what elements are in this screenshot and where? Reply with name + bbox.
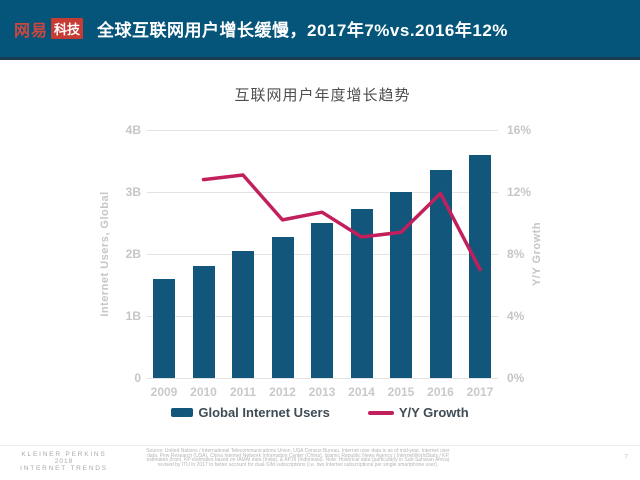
- gridline: [147, 377, 498, 379]
- bar-2013: [311, 223, 333, 378]
- article-title: 全球互联网用户增长缓慢，2017年7%vs.2016年12%: [97, 21, 508, 40]
- x-label-2012: 2012: [269, 385, 296, 399]
- right-axis-tick: 12%: [507, 185, 532, 199]
- left-axis-tick: 3B: [125, 185, 141, 199]
- x-label-2016: 2016: [427, 385, 454, 399]
- left-axis-tick: 1B: [125, 309, 141, 323]
- bar-2009: [153, 278, 175, 378]
- kleiner-perkins-brand: KLEINER PERKINS 2018 INTERNET TRENDS: [8, 451, 120, 472]
- gridline: [147, 129, 498, 131]
- bar-2014: [350, 208, 373, 378]
- page-number: 7: [624, 454, 628, 461]
- legend-item-users: Global Internet Users: [171, 405, 330, 420]
- left-axis-tick: 2B: [125, 247, 141, 261]
- source-line: revised by ITU in 2017 to better account…: [157, 461, 439, 468]
- legend-label-growth: Y/Y Growth: [398, 405, 469, 420]
- x-label-2011: 2011: [229, 385, 257, 399]
- netease-logo-text: 网易: [14, 22, 49, 40]
- right-axis-tick: 16%: [507, 123, 532, 137]
- plot-area: 4B 16% 3B 12% 2B 8% 1B 4% 0 0%: [126, 123, 531, 385]
- chart-title: 互联网用户年度增长趋势: [234, 87, 411, 104]
- legend: Global Internet Users Y/Y Growth: [0, 405, 640, 420]
- gridline: [147, 191, 498, 193]
- bar-2016: [429, 170, 452, 378]
- right-axis-tick: 0%: [507, 371, 525, 385]
- left-axis-tick: 0: [134, 371, 141, 385]
- source-line: Source: United Nations / International T…: [146, 448, 450, 454]
- x-label-2017: 2017: [466, 385, 494, 399]
- bar-2015: [390, 192, 412, 378]
- netease-tech-logo: 网易 科技: [14, 17, 84, 41]
- x-label-2015: 2015: [387, 385, 415, 399]
- x-label-2009: 2009: [150, 385, 178, 399]
- source-line: estimates (Iran). KP estimates based on …: [146, 457, 450, 464]
- legend-label-users: Global Internet Users: [198, 405, 330, 420]
- right-axis-tick: 8%: [507, 247, 525, 261]
- brand-line-3: INTERNET TRENDS: [20, 465, 108, 472]
- right-axis-tick: 4%: [507, 309, 525, 323]
- legend-bar-swatch: [171, 408, 194, 417]
- source-note: Source: United Nations / International T…: [128, 449, 468, 467]
- footer: KLEINER PERKINS 2018 INTERNET TRENDS Sou…: [0, 445, 640, 480]
- brand-line-2: 2018: [54, 458, 74, 465]
- x-label-2013: 2013: [308, 385, 336, 399]
- source-line: data: Pew Research (USA), China Internet…: [147, 452, 449, 459]
- tech-logo-badge: 科技: [51, 18, 84, 39]
- bar-2011: [232, 250, 254, 378]
- brand-line-1: KLEINER PERKINS: [21, 451, 107, 458]
- bar-2010: [192, 266, 215, 378]
- x-axis-labels: 2009 2010 2011 2012 2013 2014 2015 2016 2017: [147, 385, 498, 399]
- legend-line-swatch: [367, 410, 394, 415]
- legend-item-growth: Y/Y Growth: [367, 405, 469, 420]
- x-label-2010: 2010: [190, 385, 217, 399]
- x-label-2014: 2014: [348, 385, 375, 399]
- yy-growth-line: [201, 173, 482, 272]
- header-bar: 网易 科技 全球互联网用户增长缓慢，2017年7%vs.2016年12%: [0, 0, 640, 60]
- left-axis-tick: 4B: [125, 123, 141, 137]
- bar-2012: [271, 237, 294, 378]
